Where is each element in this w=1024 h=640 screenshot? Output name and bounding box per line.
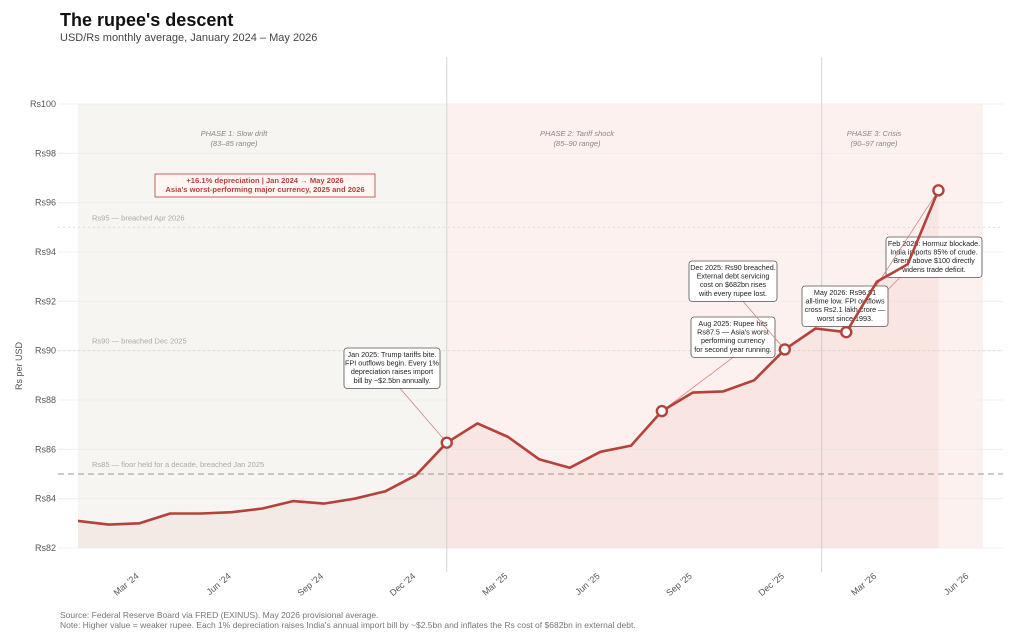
x-tick-label: Jun '24	[204, 571, 232, 597]
depreciation-callout-text: +16.1% depreciation | Jan 2024 → May 202…	[186, 176, 343, 185]
annotation-text: cross Rs2.1 lakh crore —	[805, 305, 886, 314]
annotation-text: Feb 2026: Hormuz blockade.	[888, 239, 980, 248]
reference-line-label: Rs95 — breached Apr 2026	[92, 213, 185, 222]
y-tick-label: Rs82	[35, 543, 56, 553]
annotation-text: for second year running.	[694, 345, 772, 354]
annotation-text: depreciation raises import	[351, 367, 433, 376]
depreciation-callout-box	[154, 173, 376, 198]
annotation-text: with every rupee lost.	[698, 289, 767, 298]
annotation-box	[690, 316, 776, 358]
chart-title: The rupee's descent	[60, 10, 234, 30]
annotation-text: widens trade deficit.	[901, 265, 966, 274]
annotation-text: bill by ~$2.5bn annually.	[354, 376, 431, 385]
x-tick-label: Mar '26	[849, 571, 878, 598]
phase-range-label: (90–97 range)	[850, 139, 898, 148]
reference-line-label: Rs90 — breached Dec 2025	[92, 337, 187, 346]
methodology-note: Note: Higher value = weaker rupee. Each …	[60, 620, 636, 630]
annotation-leader	[399, 388, 448, 443]
y-tick-label: Rs84	[35, 494, 56, 504]
annotation-text: performing currency	[701, 336, 765, 345]
annotation-leader	[742, 301, 786, 350]
chart-subtitle: USD/Rs monthly average, January 2024 – M…	[60, 32, 318, 44]
annotation-text: cost on $682bn rises	[700, 280, 767, 289]
chart-footer: Source: Federal Reserve Board via FRED (…	[60, 610, 636, 630]
y-tick-label: Rs92	[35, 296, 56, 306]
y-axis-label: Rs per USD	[14, 341, 24, 390]
annotation-text: FPI outflows begin. Every 1%	[345, 359, 439, 368]
y-tick-label: Rs96	[35, 198, 56, 208]
highlight-point-2025-01	[440, 436, 453, 449]
annotation-text: Brent above $100 directly	[893, 256, 975, 265]
source-note: Source: Federal Reserve Board via FRED (…	[60, 610, 379, 620]
x-tick-label: Sep '24	[296, 571, 326, 598]
x-tick-label: Jun '25	[573, 571, 601, 597]
x-tick-label: Sep '25	[664, 571, 694, 598]
y-tick-label: Rs88	[35, 395, 56, 405]
phase-label: PHASE 1: Slow drift	[201, 129, 269, 138]
phase-label: PHASE 2: Tariff shock	[540, 129, 615, 138]
phase-range-label: (83–85 range)	[210, 139, 258, 148]
highlight-point-2025-08	[655, 404, 669, 418]
annotation-text: Jan 2025: Trump tariffs bite.	[348, 350, 437, 359]
highlight-point-2026-05	[932, 184, 945, 197]
phase-1-band	[78, 104, 447, 548]
annotation-box	[343, 347, 441, 389]
annotation-box	[688, 260, 778, 302]
x-tick-label: Dec '24	[388, 571, 418, 598]
x-tick-label: Mar '24	[112, 571, 141, 598]
highlight-point-2025-12	[778, 343, 791, 356]
x-tick-label: Jun '26	[942, 571, 970, 597]
annotation-text: May 2026: Rs96.91	[814, 288, 876, 297]
annotation-text: all-time low. FPI outflows	[805, 297, 884, 306]
annotation-leader	[661, 357, 734, 412]
y-tick-label: Rs100	[30, 99, 56, 109]
x-tick-label: Dec '25	[756, 571, 786, 598]
annotation-text: worst since 1993.	[816, 314, 873, 323]
y-tick-label: Rs86	[35, 444, 56, 454]
y-tick-label: Rs98	[35, 148, 56, 158]
annotation-box	[885, 236, 983, 278]
series-line	[77, 189, 940, 526]
annotation-text: Aug 2025: Rupee hits	[698, 319, 768, 328]
y-tick-label: Rs94	[35, 247, 56, 257]
phase-label: PHASE 3: Crisis	[847, 129, 902, 138]
y-tick-label: Rs90	[35, 346, 56, 356]
highlight-point-2026-02	[840, 325, 853, 339]
phase-range-label: (85–90 range)	[553, 139, 601, 148]
annotation-text: India imports 85% of crude.	[890, 248, 978, 257]
x-tick-label: Mar '25	[480, 571, 509, 598]
annotation-text: Dec 2025: Rs90 breached.	[690, 263, 776, 272]
depreciation-callout-text: Asia's worst-performing major currency, …	[165, 185, 364, 194]
annotation-text: Rs87.5 — Asia's worst	[697, 328, 769, 337]
series-area	[78, 190, 939, 549]
reference-line-label: Rs85 — floor held for a decade, breached…	[92, 460, 264, 469]
annotation-text: External debt servicing	[697, 272, 770, 281]
